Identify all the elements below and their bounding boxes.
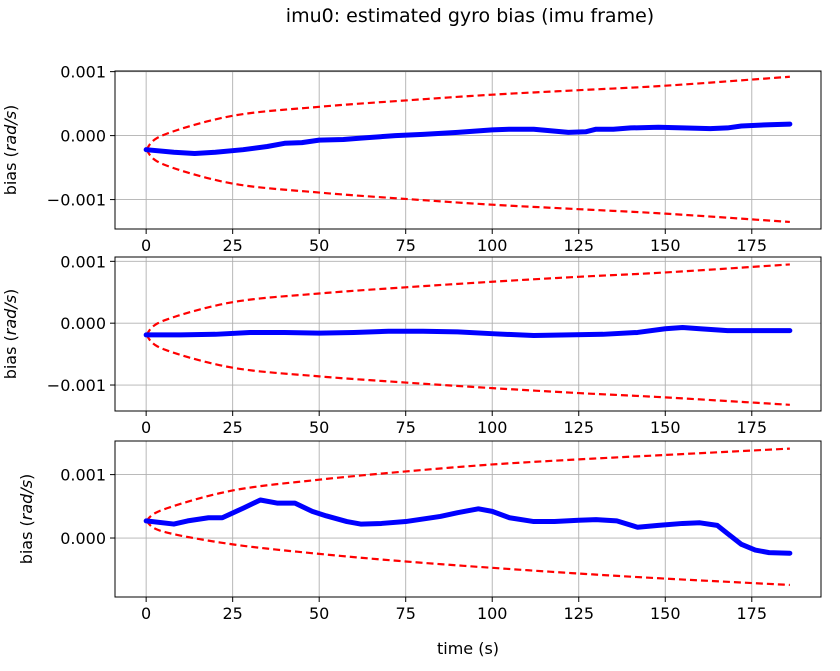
figure-title: imu0: estimated gyro bias (imu frame) (286, 5, 654, 27)
axes-frame (114, 256, 822, 412)
y-tick-label: −0.001 (47, 191, 106, 210)
x-tick-label: 50 (309, 236, 329, 255)
y-tick-label: 0.000 (60, 127, 106, 146)
y-tick-label: 0.001 (60, 252, 106, 271)
plot-area (143, 263, 793, 406)
plot-area (143, 75, 793, 224)
x-tick-label: 0 (141, 418, 151, 437)
x-tick-label: 125 (563, 604, 594, 623)
x-tick-label: 75 (396, 604, 416, 623)
y-tick-label: 0.000 (60, 314, 106, 333)
y-axis-label: bias (rad/s) (17, 474, 36, 565)
y-tick-label: 0.001 (60, 466, 106, 485)
bias-estimate-line (143, 325, 793, 339)
y-axis-label-prefix: bias ( (1, 335, 20, 379)
y-axis-label-suffix: ) (1, 289, 20, 295)
x-tick-label: 25 (222, 236, 242, 255)
y-axis-label: bias (rad/s) (1, 289, 20, 380)
x-tick-label: 50 (309, 604, 329, 623)
x-tick-label: 150 (650, 604, 681, 623)
x-tick-label: 125 (563, 418, 594, 437)
x-tick-label: 175 (737, 418, 768, 437)
x-tick-label: 150 (650, 236, 681, 255)
x-axis-label: time (s) (437, 639, 499, 658)
y-axis-label-suffix: ) (1, 105, 20, 111)
x-tick-label: 75 (396, 418, 416, 437)
subplot-2: 0 25 50 75 100 125 150 175 −0.001 0.000 0.001 bias … (1, 252, 822, 437)
x-tick-label: 100 (477, 604, 508, 623)
bound-lower-line (145, 148, 790, 224)
y-axis-label-unit: rad/s (1, 111, 20, 151)
axes-frame (114, 70, 822, 230)
y-axis-label-unit: rad/s (1, 295, 20, 335)
y-axis-label-prefix: bias ( (1, 151, 20, 195)
y-tick-label: 0.000 (60, 529, 106, 548)
x-tick-label: 175 (737, 604, 768, 623)
x-tick-label: 0 (141, 236, 151, 255)
x-tick-label: 100 (477, 418, 508, 437)
bound-upper-line (145, 263, 790, 336)
y-axis-label-prefix: bias ( (17, 520, 36, 564)
plot-area (143, 447, 793, 587)
bound-lower-line (145, 334, 790, 406)
x-tick-label: 0 (141, 604, 151, 623)
x-tick-label: 100 (477, 236, 508, 255)
x-tick-label: 150 (650, 418, 681, 437)
x-tick-label: 75 (396, 236, 416, 255)
subplot-1: 0 25 50 75 100 125 150 175 −0.001 0.000 0.001 bias … (1, 63, 822, 255)
y-tick-label: −0.001 (47, 376, 106, 395)
y-axis-label: bias (rad/s) (1, 105, 20, 196)
bound-lower-line (145, 520, 790, 587)
x-tick-label: 25 (222, 418, 242, 437)
bias-estimate-line (143, 497, 793, 556)
y-tick-label: 0.001 (60, 63, 106, 82)
x-tick-label: 25 (222, 604, 242, 623)
x-tick-label: 50 (309, 418, 329, 437)
x-tick-label: 125 (563, 236, 594, 255)
bound-upper-line (145, 447, 790, 522)
bias-estimate-line (143, 121, 793, 157)
y-axis-label-unit: rad/s (17, 480, 36, 520)
y-axis-label-suffix: ) (17, 474, 36, 480)
bound-upper-line (145, 75, 790, 151)
subplot-3: 0 25 50 75 100 125 150 175 0.000 0.001 bias (rad/s… (17, 440, 822, 623)
x-tick-label: 175 (737, 236, 768, 255)
axes-frame (114, 440, 822, 598)
